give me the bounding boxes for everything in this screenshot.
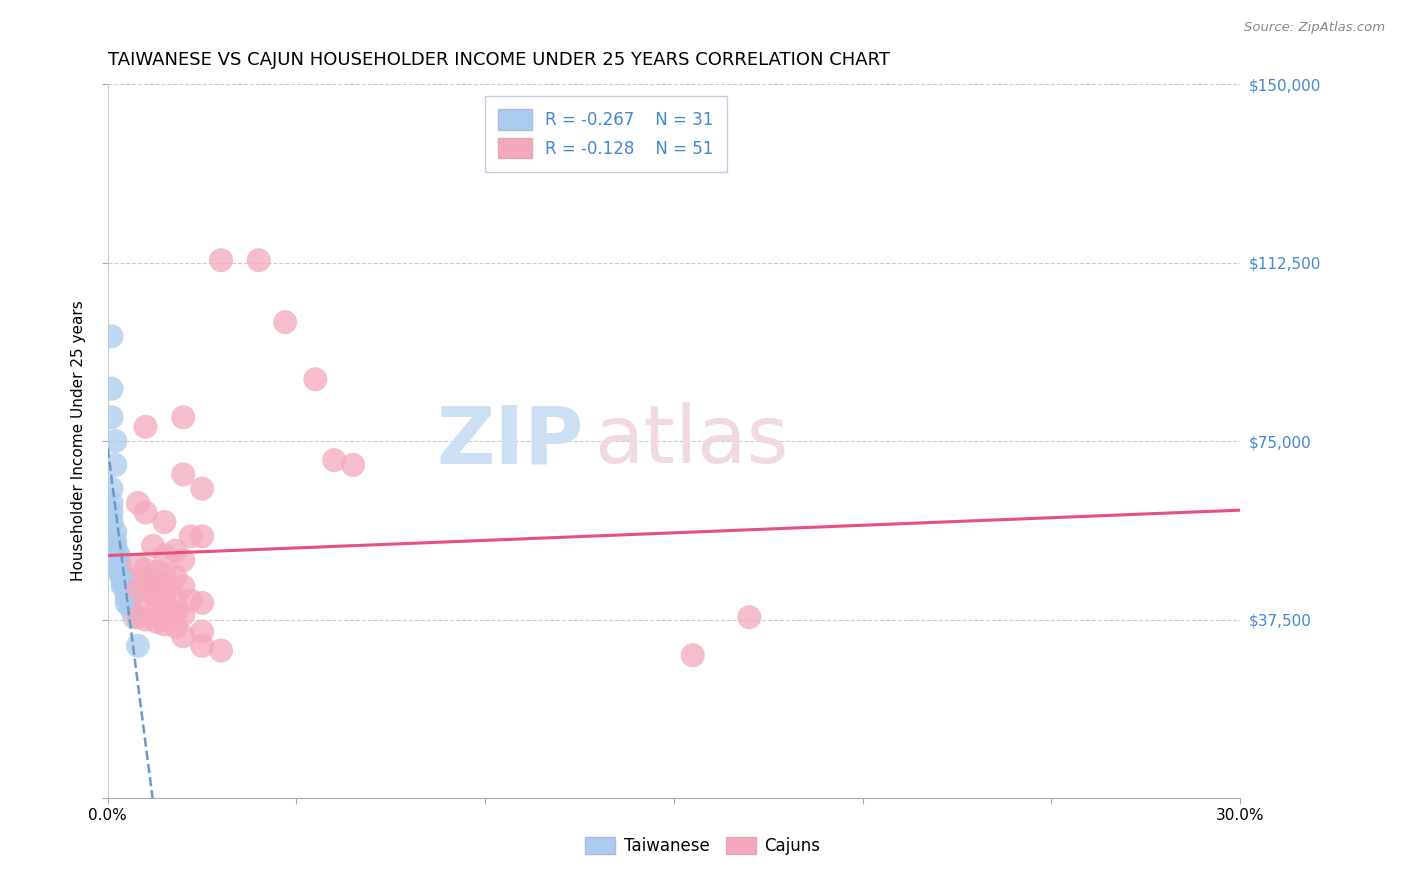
Point (134, 506, 156, 520)
Point (153, 567, 176, 582)
Point (115, 596, 138, 610)
Point (165, 606, 187, 620)
Point (100, 482, 122, 496)
Point (100, 329, 122, 343)
Point (104, 524, 127, 539)
Point (104, 458, 127, 472)
Point (191, 596, 214, 610)
Point (142, 574, 165, 589)
Point (682, 648, 704, 663)
Point (738, 610, 761, 624)
Legend: Taiwanese, Cajuns: Taiwanese, Cajuns (579, 830, 827, 862)
Point (100, 382, 122, 396)
Point (165, 591, 187, 606)
Point (111, 572, 134, 586)
Point (111, 567, 134, 582)
Point (111, 579, 134, 593)
Point (134, 599, 156, 613)
Point (172, 553, 194, 567)
Point (100, 410, 122, 425)
Point (120, 600, 142, 615)
Point (108, 565, 131, 579)
Point (191, 639, 214, 653)
Point (153, 515, 176, 529)
Point (127, 639, 149, 653)
Point (115, 582, 138, 596)
Point (153, 603, 176, 617)
Point (172, 579, 194, 593)
Text: Source: ZipAtlas.com: Source: ZipAtlas.com (1244, 21, 1385, 34)
Point (108, 553, 131, 567)
Point (127, 496, 149, 510)
Point (146, 565, 169, 579)
Point (172, 629, 194, 643)
Point (191, 529, 214, 543)
Point (100, 506, 122, 520)
Point (115, 586, 138, 600)
Point (191, 624, 214, 639)
Point (209, 253, 232, 268)
Point (146, 600, 169, 615)
Point (104, 539, 127, 553)
Point (191, 482, 214, 496)
Point (127, 610, 149, 624)
Point (165, 620, 187, 634)
Point (134, 563, 156, 577)
Point (108, 563, 131, 577)
Point (111, 574, 134, 589)
Point (108, 549, 131, 563)
Point (100, 496, 122, 510)
Y-axis label: Householder Income Under 25 years: Householder Income Under 25 years (72, 301, 86, 582)
Point (247, 253, 270, 268)
Point (180, 529, 202, 543)
Point (115, 591, 138, 606)
Point (172, 467, 194, 482)
Point (108, 558, 131, 572)
Point (172, 607, 194, 622)
Point (134, 572, 156, 586)
Point (134, 613, 156, 627)
Point (172, 410, 194, 425)
Point (153, 549, 176, 563)
Point (274, 315, 297, 329)
Point (165, 570, 187, 584)
Point (100, 515, 122, 529)
Point (153, 617, 176, 632)
Point (104, 434, 127, 448)
Point (142, 586, 165, 600)
Point (142, 539, 165, 553)
Point (153, 589, 176, 603)
Point (122, 610, 145, 624)
Point (108, 560, 131, 574)
Point (209, 643, 232, 657)
Point (323, 453, 346, 467)
Text: TAIWANESE VS CAJUN HOUSEHOLDER INCOME UNDER 25 YEARS CORRELATION CHART: TAIWANESE VS CAJUN HOUSEHOLDER INCOME UN… (108, 51, 890, 69)
Point (104, 543, 127, 558)
Point (304, 372, 326, 386)
Text: atlas: atlas (595, 402, 789, 480)
Point (104, 534, 127, 549)
Point (146, 615, 169, 629)
Point (134, 584, 156, 599)
Legend: R = -0.267    N = 31, R = -0.128    N = 51: R = -0.267 N = 31, R = -0.128 N = 51 (485, 96, 727, 171)
Point (165, 543, 187, 558)
Point (127, 582, 149, 596)
Point (180, 593, 202, 607)
Point (111, 577, 134, 591)
Point (153, 577, 176, 591)
Point (134, 419, 156, 434)
Point (342, 458, 364, 472)
Point (127, 558, 149, 572)
Text: ZIP: ZIP (436, 402, 583, 480)
